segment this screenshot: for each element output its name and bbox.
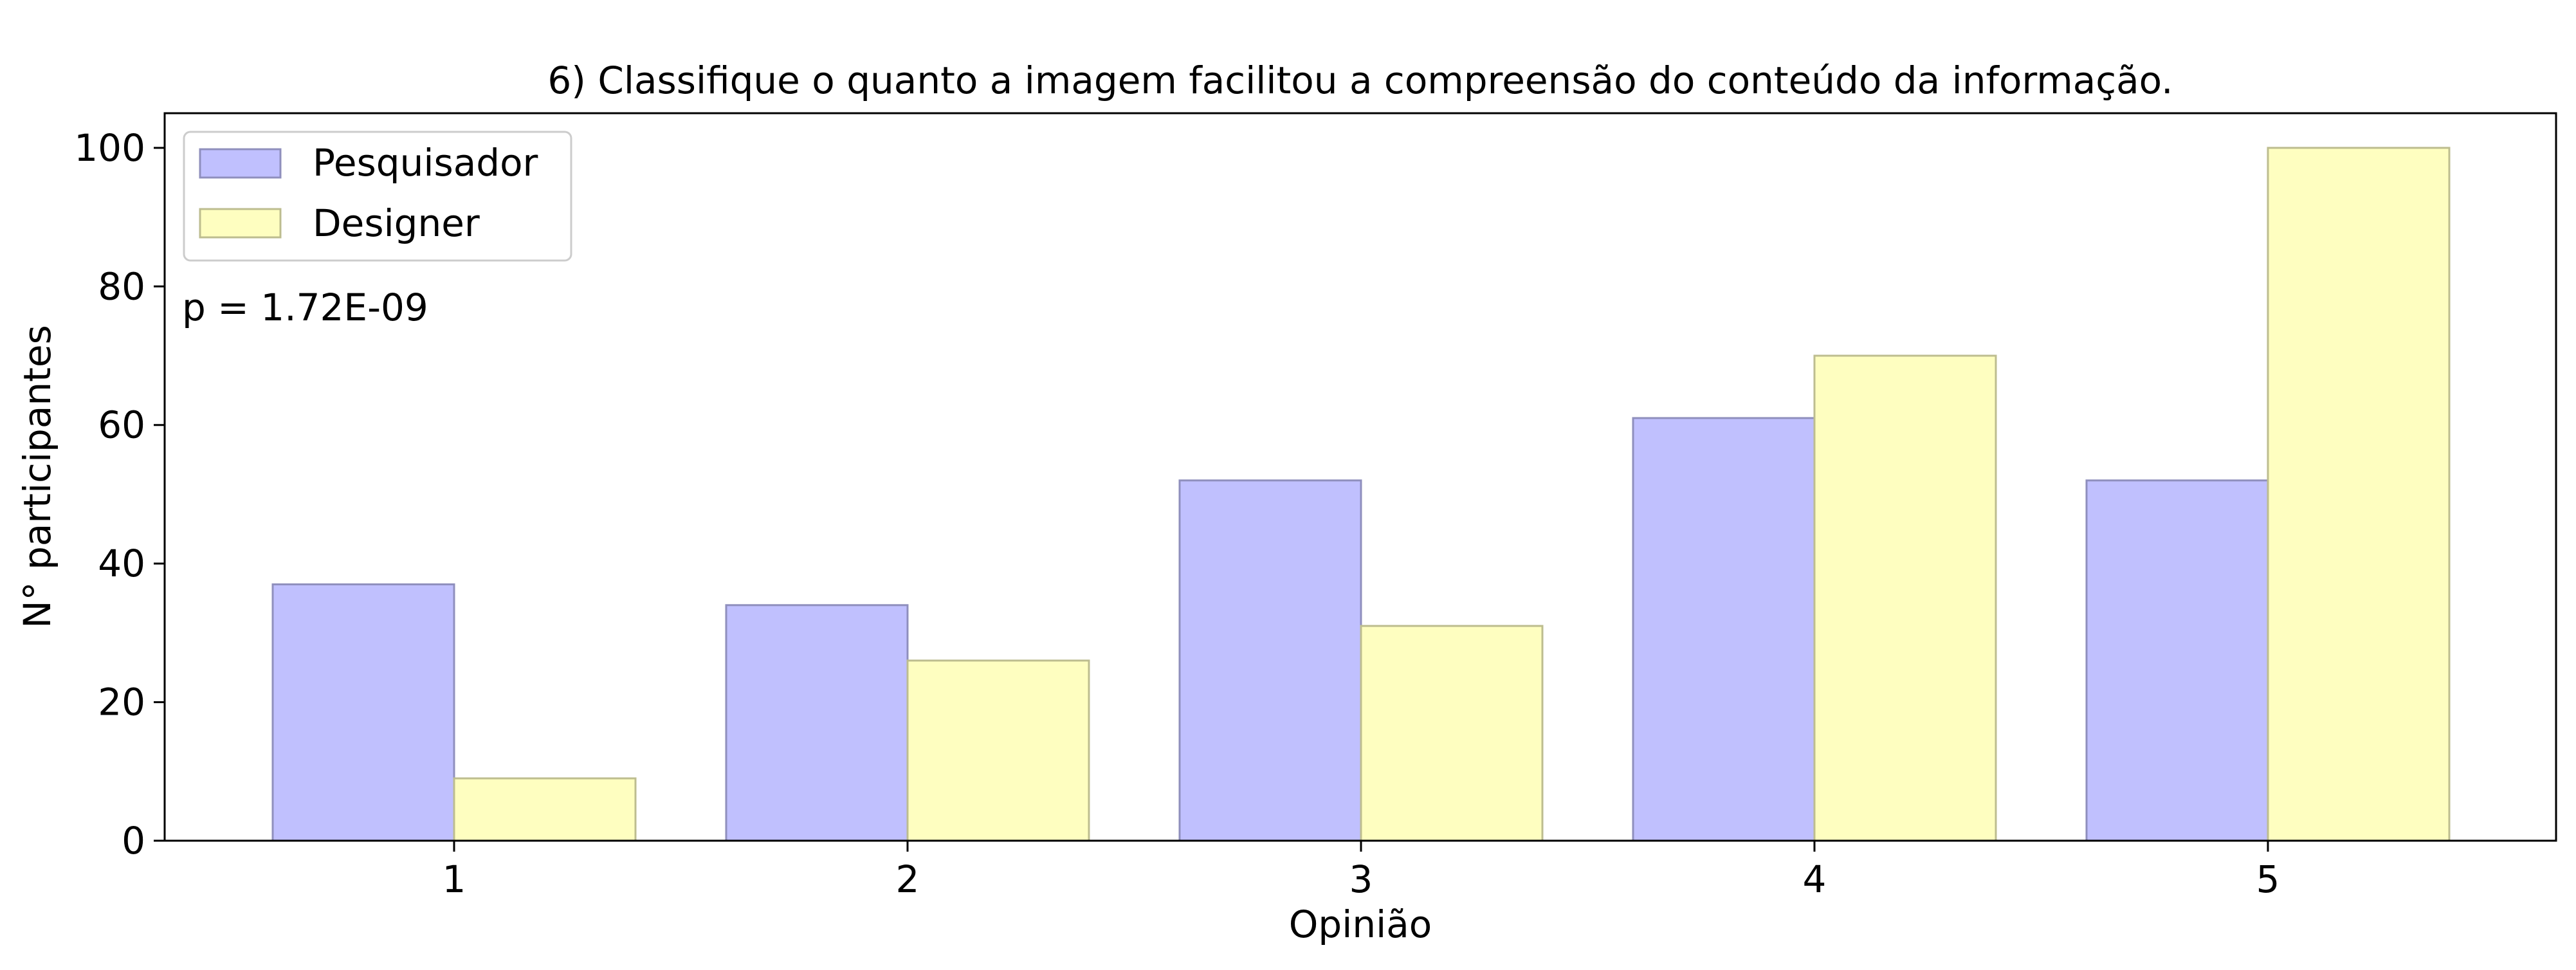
bar-pesquisador-5	[2085, 479, 2269, 842]
x-tick-label: 2	[896, 857, 920, 901]
y-tick-label: 40	[98, 542, 145, 585]
p-value-annotation: p = 1.72E-09	[182, 286, 428, 329]
x-tick-label: 3	[1349, 857, 1373, 901]
bar-pesquisador-1	[271, 583, 455, 842]
legend-label-designer: Designer	[313, 201, 480, 245]
legend: Pesquisador Designer	[183, 131, 572, 262]
legend-label-pesquisador: Pesquisador	[313, 141, 538, 185]
bar-designer-5	[2267, 147, 2451, 842]
x-tick-label: 5	[2256, 857, 2280, 901]
bar-pesquisador-3	[1178, 479, 1362, 842]
bar-pesquisador-2	[725, 604, 909, 842]
bar-designer-1	[453, 777, 637, 842]
y-axis: 0 20 40 60 80 100	[74, 126, 165, 863]
bar-designer-3	[1360, 625, 1544, 842]
y-tick-label: 60	[98, 403, 145, 447]
x-axis-label: Opinião	[1289, 902, 1432, 946]
y-tick-label: 20	[98, 681, 145, 724]
legend-swatch-pesquisador	[199, 148, 282, 179]
bars-layer	[271, 147, 2451, 842]
legend-swatch-designer	[199, 208, 282, 239]
bar-designer-2	[906, 659, 1090, 842]
x-tick-label: 4	[1803, 857, 1827, 901]
bar-designer-4	[1813, 354, 1997, 842]
chart-title: 6) Classifique o quanto a imagem facilit…	[547, 59, 2173, 102]
y-axis-label: N° participantes	[15, 325, 59, 628]
y-tick-label: 0	[122, 819, 145, 863]
x-tick-label: 1	[443, 857, 466, 901]
y-tick-label: 80	[98, 264, 145, 308]
bar-pesquisador-4	[1632, 417, 1816, 842]
x-axis: 1 2 3 4 5	[443, 841, 2280, 901]
y-tick-label: 100	[74, 126, 145, 170]
